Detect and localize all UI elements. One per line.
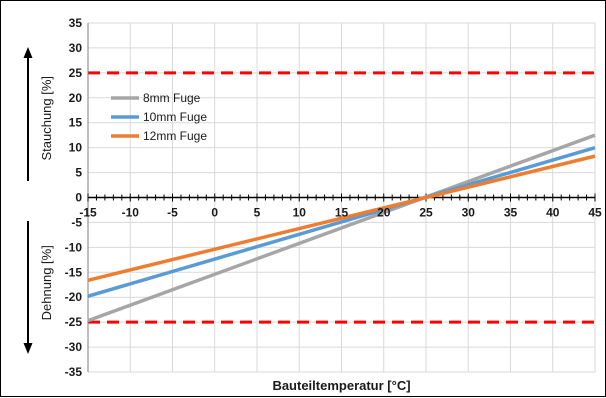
x-tick-label: 20 [377, 206, 391, 220]
legend: 8mm Fuge 10mm Fuge 12mm Fuge [111, 91, 207, 143]
y-axis-title-stauchung: Stauchung [%] [39, 76, 54, 161]
x-axis-title: Bauteiltemperatur [°C] [272, 378, 410, 393]
y-tick-label: -25 [65, 315, 83, 329]
x-tick-label: 30 [462, 206, 476, 220]
tick-labels: 35 30 25 20 15 10 5 0 -5 -10 -15 -20 -25 -30 -35 -15 -10… [65, 16, 602, 379]
y-tick-label: -20 [65, 290, 83, 304]
series-line-10mm-fuge [87, 145, 596, 298]
x-tick-label: 45 [588, 206, 602, 220]
y-tick-label: -5 [71, 215, 82, 229]
legend-label: 8mm Fuge [143, 91, 201, 105]
x-tick-label: 15 [335, 206, 349, 220]
arrow-up-icon [23, 47, 33, 181]
y-tick-label: 20 [69, 91, 83, 105]
y-axis-title-dehnung: Dehnung [%] [39, 245, 54, 320]
reference-lines [88, 71, 595, 324]
y-tick-label: 35 [69, 16, 83, 30]
y-tick-label: -10 [65, 240, 83, 254]
y-tick-label: 25 [69, 66, 83, 80]
y-tick-label: -15 [65, 265, 83, 279]
series-line-8mm-fuge [87, 133, 596, 323]
series-lines [87, 133, 596, 323]
x-tick-label: 0 [211, 206, 218, 220]
y-tick-label: 0 [75, 191, 82, 205]
y-tick-label: -35 [65, 365, 83, 379]
arrow-down-icon [23, 221, 33, 354]
y-tick-label: 10 [69, 141, 83, 155]
y-tick-label: 5 [75, 166, 82, 180]
x-tick-label: 25 [419, 206, 433, 220]
axes [87, 23, 596, 372]
x-tick-label: -15 [79, 206, 97, 220]
y-tick-label: 15 [69, 116, 83, 130]
x-tick-label: 35 [504, 206, 518, 220]
x-tick-label: 5 [254, 206, 261, 220]
series-line-12mm-fuge [87, 154, 596, 282]
x-tick-label: 10 [293, 206, 307, 220]
y-tick-label: -30 [65, 340, 83, 354]
x-tick-label: 40 [546, 206, 560, 220]
legend-label: 10mm Fuge [143, 110, 207, 124]
x-tick-label: -5 [167, 206, 178, 220]
x-tick-label: -10 [122, 206, 140, 220]
legend-label: 12mm Fuge [143, 129, 207, 143]
y-tick-label: 30 [69, 41, 83, 55]
